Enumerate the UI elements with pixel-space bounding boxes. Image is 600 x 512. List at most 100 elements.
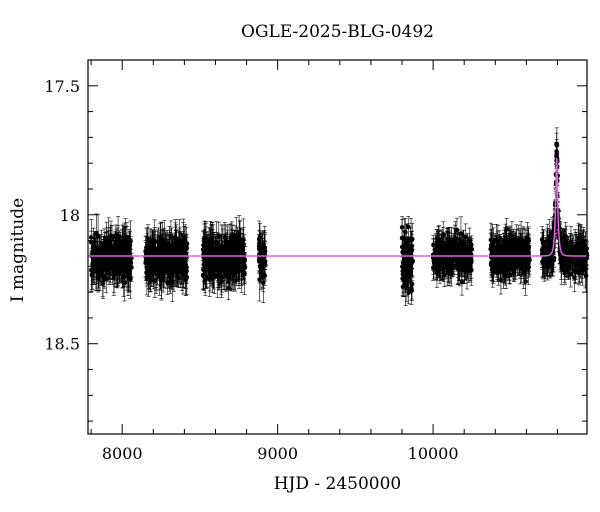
- data-marker: [405, 224, 411, 230]
- data-marker: [204, 266, 210, 272]
- data-marker: [91, 244, 96, 250]
- data-marker: [89, 272, 95, 278]
- data-marker: [157, 269, 163, 275]
- data-point: [163, 246, 168, 273]
- data-marker: [164, 251, 170, 257]
- data-point: [160, 253, 166, 293]
- data-point: [122, 238, 127, 268]
- data-point: [164, 239, 170, 269]
- data-marker: [262, 248, 268, 254]
- data-marker: [408, 258, 414, 264]
- data-marker: [180, 239, 186, 244]
- data-marker: [160, 240, 165, 246]
- data-marker: [127, 243, 133, 248]
- data-marker: [95, 233, 101, 239]
- data-point: [256, 250, 262, 272]
- data-marker: [90, 267, 95, 273]
- data-marker: [112, 248, 118, 254]
- data-marker: [400, 260, 406, 265]
- data-point: [118, 250, 124, 270]
- data-point: [262, 232, 268, 271]
- data-marker: [154, 251, 160, 257]
- data-point: [207, 248, 213, 274]
- data-marker: [406, 290, 412, 295]
- data-marker: [401, 273, 407, 279]
- data-layer: [88, 127, 590, 306]
- data-point: [165, 271, 170, 295]
- data-marker: [104, 250, 110, 255]
- data-marker: [409, 247, 414, 253]
- data-marker: [98, 270, 104, 275]
- data-point: [235, 240, 241, 280]
- data-marker: [149, 264, 155, 270]
- data-point: [225, 229, 230, 272]
- data-marker: [163, 257, 168, 262]
- data-point: [106, 230, 111, 263]
- data-marker: [152, 278, 158, 283]
- data-point: [399, 216, 405, 239]
- data-point: [143, 249, 148, 277]
- data-marker: [144, 276, 150, 281]
- data-marker: [205, 249, 211, 254]
- data-marker: [207, 259, 213, 264]
- data-marker: [183, 274, 189, 279]
- data-marker: [115, 265, 120, 270]
- data-marker: [215, 260, 221, 265]
- data-marker: [168, 233, 174, 239]
- data-point: [115, 251, 120, 285]
- data-marker: [165, 280, 170, 286]
- data-marker: [106, 244, 111, 249]
- data-marker: [242, 271, 247, 276]
- data-point: [173, 237, 178, 281]
- data-point: [104, 232, 110, 273]
- data-marker: [152, 246, 157, 252]
- data-marker: [179, 260, 185, 265]
- data-marker: [201, 274, 207, 279]
- data-point: [201, 261, 207, 291]
- chart-title: OGLE-2025-BLG-0492: [241, 22, 434, 42]
- data-marker: [93, 261, 98, 266]
- data-marker: [207, 243, 212, 249]
- data-point: [404, 254, 410, 292]
- data-marker: [256, 258, 262, 264]
- data-marker: [126, 258, 132, 263]
- data-point: [154, 234, 160, 273]
- data-point: [160, 222, 165, 265]
- data-marker: [143, 260, 148, 266]
- data-marker: [122, 250, 127, 256]
- data-point: [126, 250, 132, 271]
- data-marker: [400, 284, 406, 290]
- data-marker: [103, 276, 109, 282]
- data-point: [183, 256, 189, 296]
- data-point: [215, 242, 221, 283]
- data-point: [406, 281, 412, 305]
- x-axis-label: HJD - 2450000: [273, 474, 402, 494]
- data-marker: [112, 261, 118, 266]
- data-marker: [211, 258, 217, 263]
- data-marker: [409, 281, 415, 287]
- data-point: [101, 250, 107, 287]
- data-point: [147, 260, 152, 281]
- data-marker: [231, 270, 237, 276]
- data-marker: [148, 242, 154, 248]
- data-marker: [171, 269, 177, 274]
- data-marker: [147, 268, 152, 273]
- data-marker: [399, 225, 405, 230]
- data-marker: [88, 235, 94, 240]
- data-marker: [201, 250, 207, 256]
- data-marker: [405, 261, 411, 266]
- data-marker: [235, 242, 240, 247]
- data-marker: [118, 257, 124, 263]
- data-marker: [173, 256, 178, 262]
- data-marker: [160, 245, 166, 250]
- data-point: [201, 231, 207, 275]
- data-point: [401, 254, 407, 298]
- data-point: [405, 250, 411, 277]
- data-marker: [212, 274, 217, 280]
- data-point: [205, 231, 211, 272]
- data-point: [408, 249, 414, 273]
- data-point: [95, 214, 101, 258]
- data-marker: [225, 248, 230, 253]
- data-point: [152, 263, 158, 298]
